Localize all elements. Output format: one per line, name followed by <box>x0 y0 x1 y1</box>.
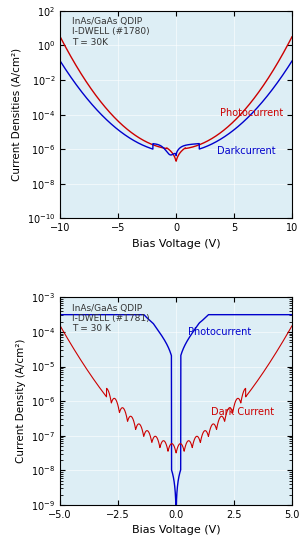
Text: Photocurrent: Photocurrent <box>188 327 251 337</box>
Y-axis label: Current Density (A/cm²): Current Density (A/cm²) <box>16 339 26 463</box>
X-axis label: Bias Voltage (V): Bias Voltage (V) <box>132 526 220 535</box>
Text: InAs/GaAs QDIP
I-DWELL (#1780)
T = 30K: InAs/GaAs QDIP I-DWELL (#1780) T = 30K <box>72 17 149 47</box>
Text: InAs/GaAs QDIP
I-DWELL (#1781)
T = 30 K: InAs/GaAs QDIP I-DWELL (#1781) T = 30 K <box>72 304 149 333</box>
Text: Dark Current: Dark Current <box>211 407 274 417</box>
Text: Darkcurrent: Darkcurrent <box>217 147 275 156</box>
Text: Photocurrent: Photocurrent <box>220 109 283 118</box>
X-axis label: Bias Voltage (V): Bias Voltage (V) <box>132 239 220 249</box>
Y-axis label: Current Densities (A/cm²): Current Densities (A/cm²) <box>11 48 21 181</box>
